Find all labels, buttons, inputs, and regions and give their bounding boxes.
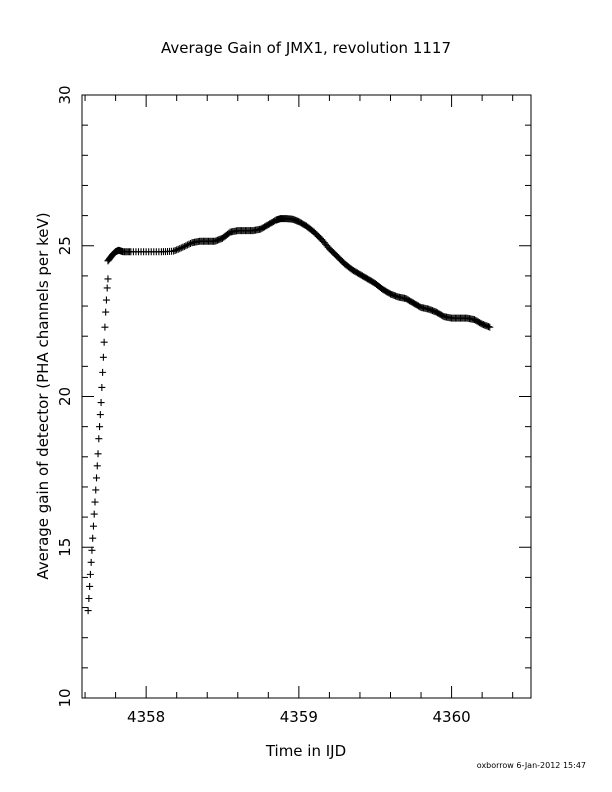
data-point	[170, 247, 178, 255]
data-point	[85, 595, 93, 603]
data-point	[88, 546, 96, 554]
x-axis-label: Time in IJD	[265, 742, 346, 760]
data-point	[86, 582, 94, 590]
plot-credit: oxborrow 6-Jan-2012 15:47	[477, 761, 586, 770]
data-point	[182, 242, 190, 250]
y-tick-label: 20	[56, 387, 74, 406]
y-tick-label: 25	[56, 236, 74, 255]
y-tick-label: 15	[56, 538, 74, 557]
data-point	[180, 243, 188, 251]
y-tick-label: 10	[56, 688, 74, 707]
axis-ticks	[82, 94, 531, 699]
x-tick-label: 4358	[127, 708, 165, 726]
data-point	[177, 244, 185, 252]
y-axis-label: Average gain of detector (PHA channels p…	[34, 212, 52, 579]
data-points	[84, 215, 494, 615]
data-point	[102, 308, 110, 316]
data-point	[486, 323, 494, 331]
data-point	[93, 474, 101, 482]
data-point	[174, 245, 182, 253]
data-point	[97, 399, 105, 407]
data-point	[101, 323, 109, 331]
data-point	[96, 423, 104, 431]
data-point	[100, 338, 108, 346]
data-point	[173, 246, 181, 254]
tick-labels: 4358 4359 4360 10 15 20 25 30	[56, 85, 471, 726]
data-point	[104, 275, 112, 283]
data-point	[185, 240, 193, 248]
data-point	[95, 435, 103, 443]
data-point	[102, 296, 110, 304]
x-tick-label: 4360	[432, 708, 470, 726]
data-point	[99, 368, 107, 376]
chart-title: Average Gain of JMX1, revolution 1117	[161, 39, 451, 57]
data-point	[84, 607, 92, 615]
y-tick-label: 30	[56, 85, 74, 104]
data-point	[103, 284, 111, 292]
data-point	[94, 450, 102, 458]
data-point	[87, 558, 95, 566]
data-point	[171, 247, 179, 255]
data-point	[176, 245, 184, 253]
data-point	[179, 243, 187, 251]
data-point	[99, 353, 107, 361]
data-point	[96, 411, 104, 419]
data-point	[86, 570, 94, 578]
data-point	[89, 534, 97, 542]
plot-frame	[81, 94, 532, 699]
x-tick-label: 4359	[280, 708, 318, 726]
data-point	[93, 462, 101, 470]
data-point	[89, 522, 97, 530]
data-point	[98, 383, 106, 391]
data-point	[90, 510, 98, 518]
data-point	[183, 241, 191, 249]
data-point	[92, 486, 100, 494]
data-point	[91, 498, 99, 506]
